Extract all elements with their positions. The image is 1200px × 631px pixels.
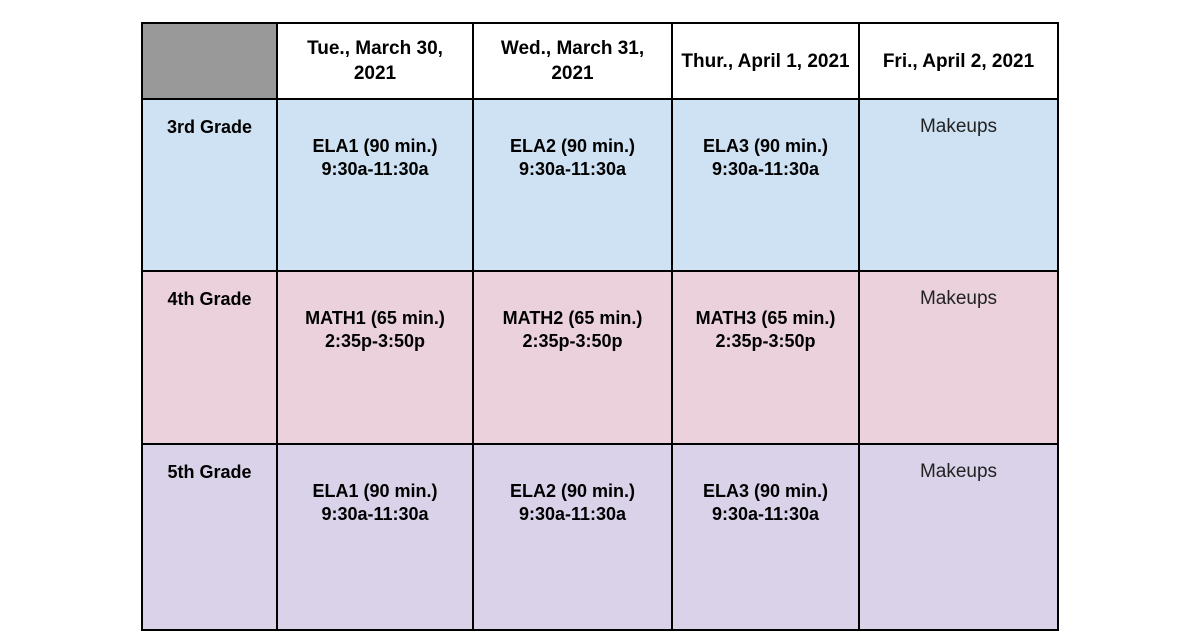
session-cell: ELA1 (90 min.) 9:30a-11:30a [276, 98, 474, 272]
session-time: 9:30a-11:30a [711, 504, 820, 524]
session-time: 9:30a-11:30a [518, 159, 627, 179]
grade-row-3rd: 3rd Grade ELA1 (90 min.) 9:30a-11:30a ELA… [141, 98, 1059, 272]
session-time: 9:30a-11:30a [711, 159, 820, 179]
session-time: 9:30a-11:30a [321, 159, 429, 179]
makeups-cell: Makeups [858, 98, 1059, 272]
corner-cell [141, 22, 278, 100]
session-name: MATH2 (65 min.) [502, 308, 643, 328]
schedule-table: Tue., March 30, 2021 Wed., March 31, 202… [141, 22, 1059, 631]
grade-label: 4th Grade [141, 270, 278, 445]
grade-row-5th: 5th Grade ELA1 (90 min.) 9:30a-11:30a ELA… [141, 443, 1059, 631]
grade-label: 3rd Grade [141, 98, 278, 272]
grade-label: 5th Grade [141, 443, 278, 631]
session-cell: ELA3 (90 min.) 9:30a-11:30a [671, 98, 860, 272]
session-name: ELA3 (90 min.) [702, 481, 829, 501]
header-row: Tue., March 30, 2021 Wed., March 31, 202… [141, 22, 1059, 100]
day-header-fri: Fri., April 2, 2021 [858, 22, 1059, 100]
session-cell: ELA2 (90 min.) 9:30a-11:30a [472, 443, 673, 631]
session-time: 2:35p-3:50p [522, 331, 623, 351]
session-time: 2:35p-3:50p [715, 331, 816, 351]
day-header-wed: Wed., March 31, 2021 [472, 22, 673, 100]
session-cell: MATH2 (65 min.) 2:35p-3:50p [472, 270, 673, 445]
session-name: ELA2 (90 min.) [509, 481, 636, 501]
session-name: MATH1 (65 min.) [305, 308, 445, 328]
session-name: ELA1 (90 min.) [312, 481, 438, 501]
day-header-thu: Thur., April 1, 2021 [671, 22, 860, 100]
session-time: 9:30a-11:30a [321, 504, 429, 524]
session-name: MATH3 (65 min.) [695, 308, 836, 328]
session-name: ELA3 (90 min.) [702, 136, 829, 156]
makeups-cell: Makeups [858, 443, 1059, 631]
grade-row-4th: 4th Grade MATH1 (65 min.) 2:35p-3:50p MAT… [141, 270, 1059, 445]
session-cell: ELA2 (90 min.) 9:30a-11:30a [472, 98, 673, 272]
session-cell: MATH1 (65 min.) 2:35p-3:50p [276, 270, 474, 445]
day-header-tue: Tue., March 30, 2021 [276, 22, 474, 100]
session-time: 9:30a-11:30a [518, 504, 627, 524]
session-name: ELA1 (90 min.) [312, 136, 438, 156]
session-name: ELA2 (90 min.) [509, 136, 636, 156]
session-cell: MATH3 (65 min.) 2:35p-3:50p [671, 270, 860, 445]
session-time: 2:35p-3:50p [324, 331, 426, 351]
session-cell: ELA3 (90 min.) 9:30a-11:30a [671, 443, 860, 631]
session-cell: ELA1 (90 min.) 9:30a-11:30a [276, 443, 474, 631]
makeups-cell: Makeups [858, 270, 1059, 445]
